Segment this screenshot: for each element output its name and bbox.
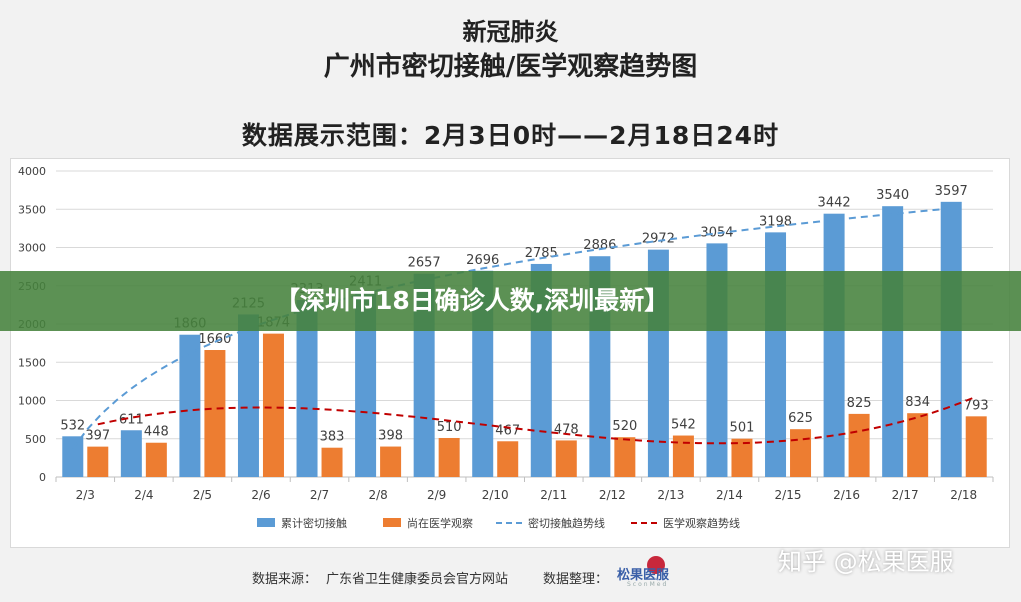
bar-under-observation (497, 441, 519, 477)
x-tick-label: 2/3 (76, 488, 95, 502)
organizer-label: 数据整理： (543, 572, 609, 587)
source-value: 广东省卫生健康委员会官方网站 (326, 572, 509, 587)
x-tick-label: 2/10 (482, 488, 509, 502)
x-tick-label: 2/16 (833, 488, 860, 502)
data-label-close-contact: 2785 (525, 246, 558, 261)
bar-under-observation (145, 442, 167, 477)
data-label-under-observation: 397 (85, 429, 110, 444)
data-label-under-observation: 448 (144, 425, 169, 440)
bar-under-observation (87, 446, 109, 477)
bar-under-observation (380, 446, 402, 477)
data-label-under-observation: 834 (905, 395, 930, 410)
data-label-under-observation: 510 (437, 420, 462, 435)
data-label-close-contact: 3198 (759, 214, 792, 229)
data-label-under-observation: 625 (788, 411, 813, 426)
y-tick-label: 0 (39, 471, 46, 484)
bar-close-contact (296, 300, 318, 477)
data-label-under-observation: 520 (612, 419, 637, 434)
x-tick-label: 2/17 (892, 488, 919, 502)
trendline-close-contact (72, 207, 952, 450)
data-label-under-observation: 1660 (198, 332, 231, 347)
logo-text: 松果医服 (617, 568, 670, 583)
x-tick-label: 2/11 (540, 488, 567, 502)
data-label-close-contact: 2657 (408, 256, 441, 271)
bar-under-observation (555, 440, 577, 477)
x-tick-label: 2/13 (657, 488, 684, 502)
bar-close-contact (179, 334, 201, 477)
y-tick-label: 3500 (18, 203, 46, 216)
legend-label: 尚在医学观察 (407, 516, 473, 530)
bar-close-contact (940, 201, 962, 477)
bar-under-observation (907, 413, 929, 477)
x-tick-label: 2/8 (368, 488, 387, 502)
trendline-under-observation (97, 395, 977, 445)
zhihu-watermark: 知乎 @松果医服 (778, 548, 954, 576)
data-label-close-contact: 532 (60, 418, 85, 433)
legend-swatch (257, 518, 275, 527)
chart-panel: 050010001500200025003000350040002/353239… (10, 158, 1010, 548)
logo-mark-icon (647, 556, 665, 574)
x-tick-label: 2/7 (310, 488, 329, 502)
data-label-close-contact: 2972 (642, 232, 675, 247)
bar-under-observation (438, 437, 460, 477)
data-label-close-contact: 3597 (935, 184, 968, 199)
logo-subtext: SconMed (627, 581, 669, 588)
x-tick-label: 2/5 (193, 488, 212, 502)
x-tick-label: 2/15 (775, 488, 802, 502)
y-tick-label: 3000 (18, 242, 46, 255)
data-label-close-contact: 3540 (876, 188, 909, 203)
chart-title-line1: 新冠肺炎 (462, 18, 559, 46)
x-tick-label: 2/9 (427, 488, 446, 502)
bar-close-contact (62, 436, 84, 477)
bar-close-contact (882, 206, 904, 477)
bar-close-contact (237, 314, 259, 477)
headline-banner: 【深圳市18日确诊人数,深圳最新】 (0, 271, 1021, 331)
bar-chart: 050010001500200025003000350040002/353239… (18, 165, 994, 530)
x-tick-label: 2/4 (134, 488, 153, 502)
bar-under-observation (614, 437, 636, 477)
legend-label: 累计密切接触 (281, 516, 347, 530)
bar-under-observation (262, 333, 284, 477)
data-label-under-observation: 467 (495, 423, 520, 438)
data-label-under-observation: 383 (320, 430, 345, 445)
x-tick-label: 2/18 (950, 488, 977, 502)
data-label-under-observation: 542 (671, 418, 696, 433)
source-label: 数据来源： (252, 572, 318, 587)
data-label-under-observation: 825 (847, 396, 872, 411)
bar-close-contact (823, 213, 845, 477)
data-label-under-observation: 793 (964, 398, 989, 413)
songguo-logo: 松果医服 SconMed (617, 556, 697, 592)
bar-under-observation (321, 447, 343, 477)
bar-under-observation (672, 435, 694, 477)
bar-under-observation (731, 438, 753, 477)
bar-close-contact (120, 430, 142, 477)
legend-swatch (383, 518, 401, 527)
bar-under-observation (790, 429, 812, 477)
data-label-under-observation: 501 (730, 421, 755, 436)
x-tick-label: 2/6 (251, 488, 270, 502)
legend-label: 密切接触趋势线 (528, 516, 605, 530)
date-range-label: 数据展示范围：2月3日0时——2月18日24时 (241, 121, 780, 150)
data-label-close-contact: 3054 (700, 225, 733, 240)
x-tick-label: 2/14 (716, 488, 743, 502)
data-label-close-contact: 2696 (466, 253, 499, 268)
y-tick-label: 1000 (18, 395, 46, 408)
bar-under-observation (965, 416, 987, 477)
data-label-under-observation: 398 (378, 429, 403, 444)
data-label-close-contact: 3442 (818, 196, 851, 211)
y-tick-label: 4000 (18, 165, 46, 178)
bar-under-observation (204, 350, 226, 477)
legend-label: 医学观察趋势线 (663, 516, 740, 530)
x-tick-label: 2/12 (599, 488, 626, 502)
bar-close-contact (355, 292, 377, 477)
bar-under-observation (848, 413, 870, 477)
y-tick-label: 1500 (18, 356, 46, 369)
data-label-under-observation: 478 (554, 422, 579, 437)
chart-title-line2: 广州市密切接触/医学观察趋势图 (323, 52, 698, 82)
y-tick-label: 500 (25, 433, 46, 446)
